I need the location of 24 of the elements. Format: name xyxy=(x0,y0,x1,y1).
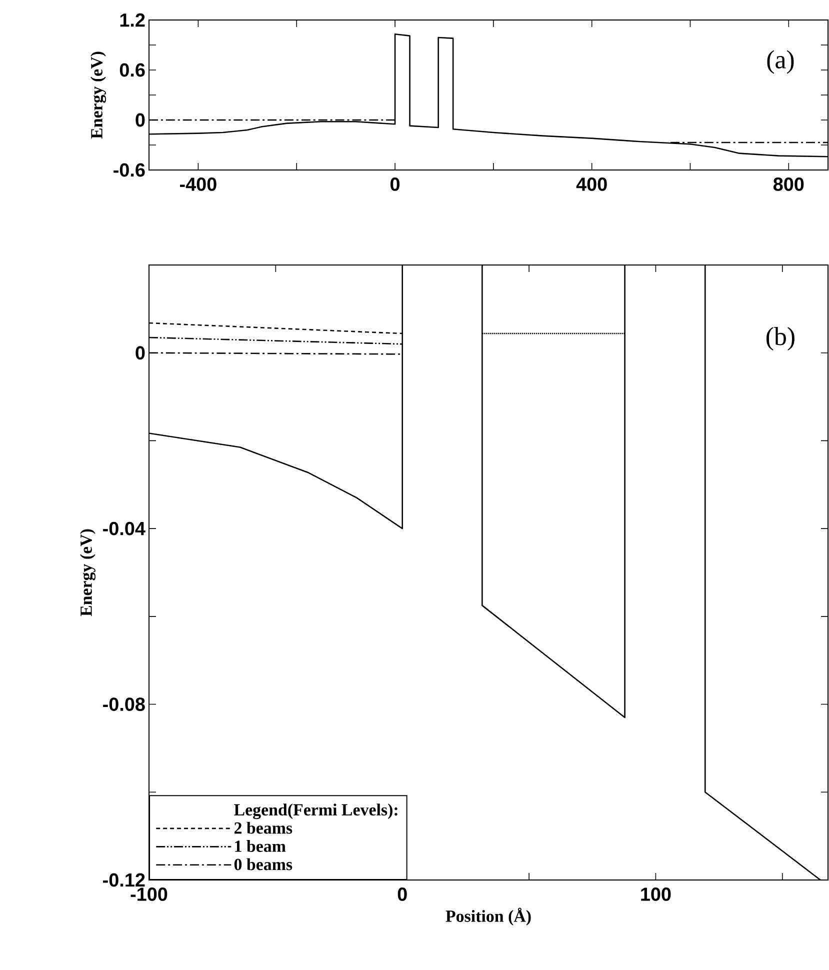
y-tick-label: 0 xyxy=(136,346,145,360)
x-axis-title: Position (Å) xyxy=(446,908,531,926)
x-tick-label: 0 xyxy=(390,178,400,191)
x-tick-label: 400 xyxy=(576,178,607,191)
x-tick-label: 0 xyxy=(398,888,407,901)
y-axis-title: Energy (eV) xyxy=(90,52,106,139)
legend-label: 2 beams xyxy=(234,822,292,834)
annotation: (b) xyxy=(766,327,794,351)
y-tick-label: -0.6 xyxy=(114,163,145,177)
y-tick-label: 0 xyxy=(136,113,145,127)
x-tick-label: 800 xyxy=(773,178,804,191)
y-tick-label: 0.6 xyxy=(120,63,145,77)
legend-label: 0 beams xyxy=(234,858,292,870)
y-tick-label: 1.2 xyxy=(120,13,145,27)
x-tick-label: 100 xyxy=(641,888,671,901)
legend-title: Legend(Fermi Levels): xyxy=(234,804,398,820)
annotation: (a) xyxy=(767,50,794,74)
y-axis-title: Energy (eV) xyxy=(80,529,96,616)
x-tick-label: -100 xyxy=(130,888,168,901)
y-tick-label: -0.08 xyxy=(103,698,145,711)
y-tick-label: -0.04 xyxy=(103,522,146,536)
legend-label: 1 beam xyxy=(235,840,286,852)
y-tick-label: -0.12 xyxy=(103,873,145,887)
x-tick-label: -400 xyxy=(180,178,216,191)
